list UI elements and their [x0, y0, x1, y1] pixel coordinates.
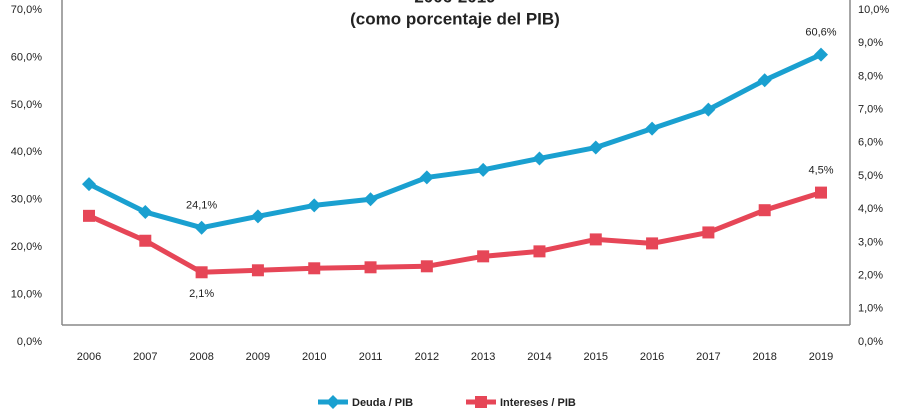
y2-tick-label: 10,0% [858, 4, 889, 16]
marker [250, 209, 265, 224]
series-line [87, 52, 823, 231]
x-tick-label: 2010 [302, 351, 326, 363]
y2-tick-label: 8,0% [858, 70, 883, 82]
y2-tick-label: 9,0% [858, 37, 883, 49]
x-tick-label: 2011 [359, 351, 383, 363]
chart-title: 2006-2019 [414, 0, 495, 6]
y-tick-label: 10,0% [11, 288, 42, 300]
marker [476, 162, 491, 177]
marker [758, 204, 771, 217]
marker [702, 226, 715, 239]
marker [477, 250, 490, 263]
y-tick-label: 30,0% [11, 194, 42, 206]
marker [307, 198, 322, 213]
data-label: 60,6% [805, 26, 836, 38]
marker [82, 177, 96, 192]
y2-tick-label: 1,0% [858, 303, 883, 315]
marker [83, 209, 95, 222]
series-line [87, 190, 822, 275]
data-label: 4,5% [808, 165, 833, 177]
marker [588, 140, 603, 155]
marker [364, 261, 377, 274]
x-tick-label: 2018 [752, 351, 776, 363]
marker [419, 170, 434, 185]
data-label: 2,1% [189, 288, 214, 300]
marker [646, 237, 659, 250]
y2-tick-label: 4,0% [858, 203, 883, 215]
y-tick-label: 40,0% [11, 146, 42, 158]
legend-label: Intereses / PIB [500, 397, 576, 409]
marker [757, 73, 772, 88]
data-label: 24,1% [186, 200, 217, 212]
x-tick-label: 2015 [584, 351, 608, 363]
marker [326, 395, 340, 409]
marker [701, 102, 716, 117]
chart-subtitle: (como porcentaje del PIB) [350, 9, 560, 28]
marker [475, 396, 487, 408]
y2-tick-label: 0,0% [858, 336, 883, 348]
y2-tick-label: 5,0% [858, 170, 883, 182]
x-tick-label: 2012 [415, 351, 439, 363]
legend-label: Deuda / PIB [352, 397, 413, 409]
x-tick-label: 2019 [809, 351, 833, 363]
x-tick-label: 2009 [246, 351, 270, 363]
marker [251, 264, 264, 277]
x-tick-label: 2017 [696, 351, 720, 363]
marker [139, 234, 152, 247]
y2-tick-label: 7,0% [858, 104, 883, 116]
x-tick-label: 2013 [471, 351, 495, 363]
y-tick-label: 70,0% [11, 4, 42, 16]
x-tick-label: 2008 [189, 351, 213, 363]
marker [138, 205, 153, 220]
y-tick-label: 60,0% [11, 51, 42, 63]
y-tick-label: 50,0% [11, 99, 42, 111]
marker [195, 266, 208, 279]
marker [589, 233, 602, 246]
marker [532, 151, 547, 166]
marker [814, 47, 828, 62]
y-tick-label: 20,0% [11, 241, 42, 253]
x-tick-label: 2007 [133, 351, 157, 363]
marker [194, 220, 209, 235]
marker [533, 245, 546, 258]
x-tick-label: 2014 [527, 351, 551, 363]
marker [815, 186, 827, 199]
marker [420, 260, 433, 273]
y-tick-label: 0,0% [17, 336, 42, 348]
marker [363, 192, 378, 207]
y2-tick-label: 3,0% [858, 236, 883, 248]
x-tick-label: 2006 [77, 351, 101, 363]
marker [645, 121, 660, 136]
y2-tick-label: 6,0% [858, 137, 883, 149]
x-tick-label: 2016 [640, 351, 664, 363]
marker [308, 262, 321, 275]
y2-tick-label: 2,0% [858, 270, 883, 282]
